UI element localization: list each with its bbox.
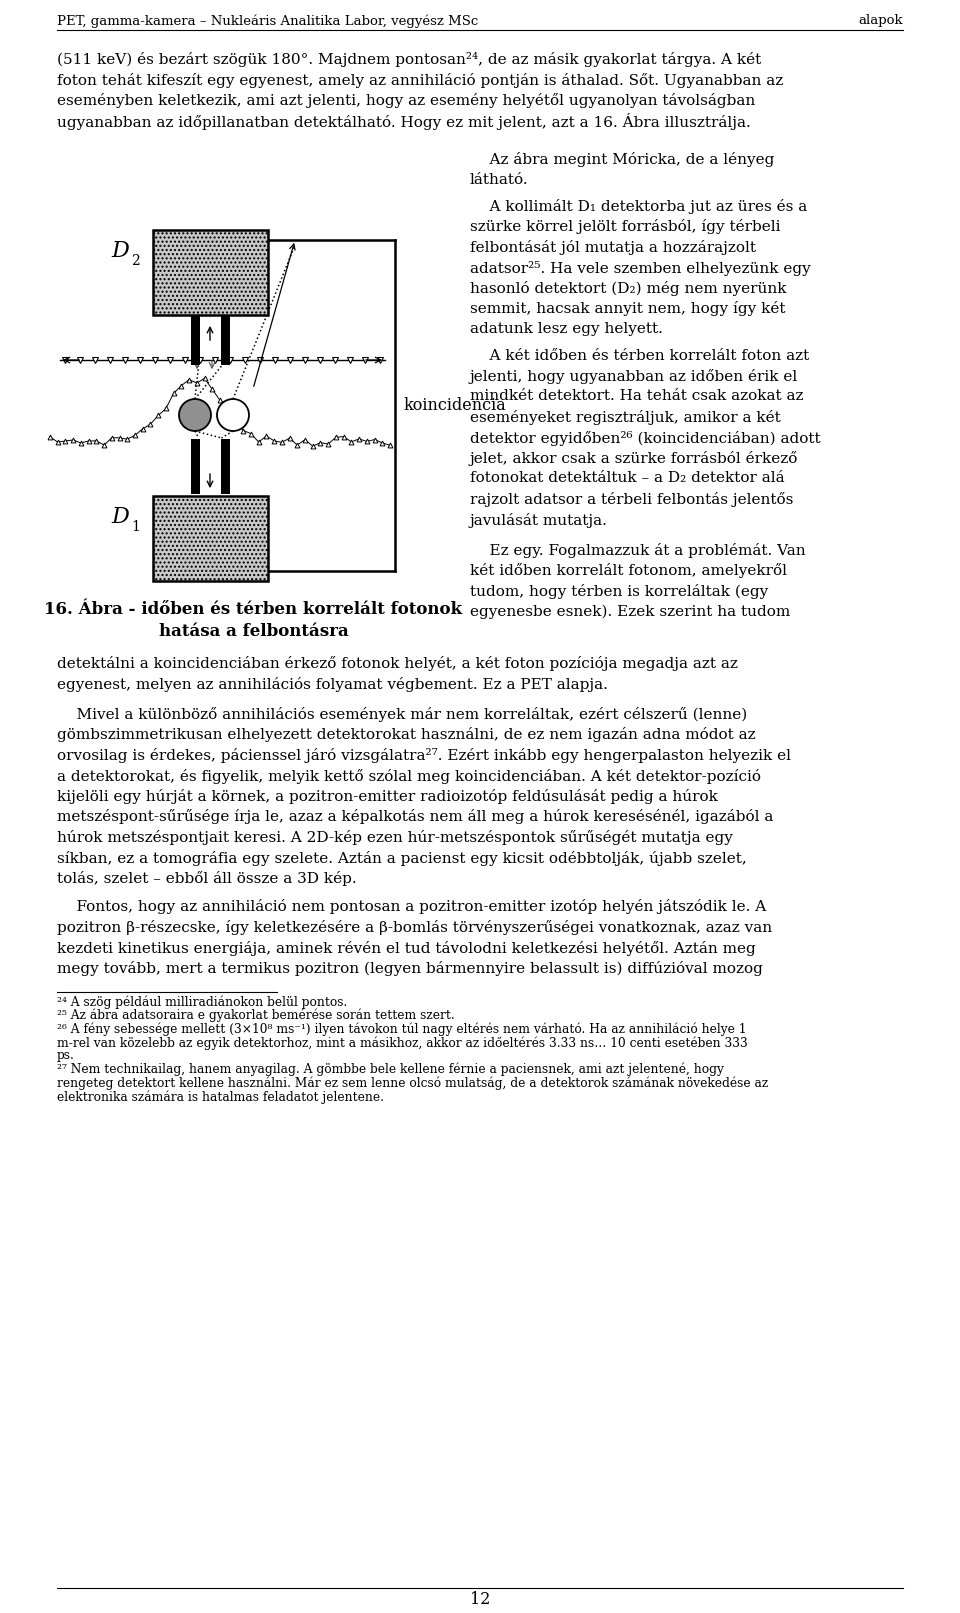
Text: tolás, szelet – ebből áll össze a 3D kép.: tolás, szelet – ebből áll össze a 3D kép… xyxy=(57,871,356,886)
Text: kezdeti kinetikus energiája, aminek révén el tud távolodni keletkezési helyétől.: kezdeti kinetikus energiája, aminek révé… xyxy=(57,940,756,955)
Bar xyxy=(153,497,268,581)
Text: 16. Ábra - időben és térben korrelált fotonok: 16. Ábra - időben és térben korrelált fo… xyxy=(44,602,463,618)
Text: ugyanabban az időpillanatban detektálható. Hogy ez mit jelent, azt a 16. Ábra il: ugyanabban az időpillanatban detektálhat… xyxy=(57,113,751,131)
Bar xyxy=(221,439,229,494)
Text: Fontos, hogy az annihiláció nem pontosan a pozitron-emitter izotóp helyén játszó: Fontos, hogy az annihiláció nem pontosan… xyxy=(57,900,766,915)
Text: m-rel van közelebb az egyik detektorhoz, mint a másikhoz, akkor az időeltérés 3.: m-rel van közelebb az egyik detektorhoz,… xyxy=(57,1036,748,1050)
Text: rengeteg detektort kellene használni. Már ez sem lenne olcsó mulatság, de a dete: rengeteg detektort kellene használni. Má… xyxy=(57,1076,768,1090)
Text: felbontását jól mutatja a hozzárajzolt: felbontását jól mutatja a hozzárajzolt xyxy=(470,240,756,255)
Text: eseményben keletkezik, ami azt jelenti, hogy az esemény helyétől ugyanolyan távo: eseményben keletkezik, ami azt jelenti, … xyxy=(57,94,756,108)
Text: D: D xyxy=(111,240,129,261)
Text: egyenesbe esnek). Ezek szerint ha tudom: egyenesbe esnek). Ezek szerint ha tudom xyxy=(470,605,790,619)
Text: Mivel a különböző annihilációs események már nem korreláltak, ezért célszerű (le: Mivel a különböző annihilációs események… xyxy=(57,706,747,723)
Bar xyxy=(190,315,200,365)
Text: 12: 12 xyxy=(469,1590,491,1608)
Text: semmit, hacsak annyit nem, hogy így két: semmit, hacsak annyit nem, hogy így két xyxy=(470,302,785,316)
Circle shape xyxy=(217,398,249,431)
Text: (511 keV) és bezárt szögük 180°. Majdnem pontosan²⁴, de az másik gyakorlat tárgy: (511 keV) és bezárt szögük 180°. Majdnem… xyxy=(57,52,761,68)
Text: eseményeket regisztráljuk, amikor a két: eseményeket regisztráljuk, amikor a két xyxy=(470,410,780,424)
Text: ps.: ps. xyxy=(57,1050,75,1063)
Text: 1: 1 xyxy=(131,519,140,534)
Text: két időben korrelált fotonom, amelyekről: két időben korrelált fotonom, amelyekről xyxy=(470,563,787,579)
Text: síkban, ez a tomográfia egy szelete. Aztán a pacienst egy kicsit odébbtolják, új: síkban, ez a tomográfia egy szelete. Azt… xyxy=(57,850,747,866)
Bar xyxy=(153,231,268,315)
Text: ²⁶ A fény sebessége mellett (3×10⁸ ms⁻¹) ilyen távokon túl nagy eltérés nem várh: ²⁶ A fény sebessége mellett (3×10⁸ ms⁻¹)… xyxy=(57,1023,747,1036)
Text: ²⁵ Az ábra adatsoraira e gyakorlat bemérése során tettem szert.: ²⁵ Az ábra adatsoraira e gyakorlat bemér… xyxy=(57,1010,455,1023)
Circle shape xyxy=(179,398,211,431)
Text: detektor egyidőben²⁶ (koincidenciában) adott: detektor egyidőben²⁶ (koincidenciában) a… xyxy=(470,431,821,445)
Text: gömbszimmetrikusan elhelyezett detektorokat használni, de ez nem igazán adna mód: gömbszimmetrikusan elhelyezett detektoro… xyxy=(57,727,756,742)
Text: hatása a felbontásra: hatása a felbontásra xyxy=(158,623,348,640)
Text: A két időben és térben korrelált foton azt: A két időben és térben korrelált foton a… xyxy=(470,348,809,363)
Text: kijelöli egy húrját a körnek, a pozitron-emitter radioizotóp feldúsulását pedig : kijelöli egy húrját a körnek, a pozitron… xyxy=(57,789,718,803)
Text: Ez egy. Fogalmazzuk át a problémát. Van: Ez egy. Fogalmazzuk át a problémát. Van xyxy=(470,544,805,558)
Bar xyxy=(221,315,229,365)
Text: alapok: alapok xyxy=(858,15,903,27)
Text: jelet, akkor csak a szürke forrásból érkező: jelet, akkor csak a szürke forrásból érk… xyxy=(470,452,799,466)
Text: megy tovább, mert a termikus pozitron (legyen bármennyire belassult is) diffúzió: megy tovább, mert a termikus pozitron (l… xyxy=(57,961,763,976)
Text: D: D xyxy=(111,506,129,527)
Text: A kollimált D₁ detektorba jut az üres és a: A kollimált D₁ detektorba jut az üres és… xyxy=(470,198,807,215)
Text: a detektorokat, és figyelik, melyik kettő szólal meg koincidenciában. A két dete: a detektorokat, és figyelik, melyik kett… xyxy=(57,768,761,784)
Text: fotonokat detektáltuk – a D₂ detektor alá: fotonokat detektáltuk – a D₂ detektor al… xyxy=(470,471,784,486)
Text: elektronika számára is hatalmas feladatot jelentene.: elektronika számára is hatalmas feladato… xyxy=(57,1090,384,1103)
Text: tudom, hogy térben is korreláltak (egy: tudom, hogy térben is korreláltak (egy xyxy=(470,584,768,598)
Text: hasonló detektort (D₂) még nem nyerünk: hasonló detektort (D₂) még nem nyerünk xyxy=(470,281,786,297)
Text: 2: 2 xyxy=(131,253,140,268)
Text: detektálni a koincidenciában érkező fotonok helyét, a két foton pozíciója megadj: detektálni a koincidenciában érkező foto… xyxy=(57,656,738,671)
Text: adatsor²⁵. Ha vele szemben elhelyezünk egy: adatsor²⁵. Ha vele szemben elhelyezünk e… xyxy=(470,261,811,276)
Text: látható.: látható. xyxy=(470,173,529,187)
Text: javulását mutatja.: javulását mutatja. xyxy=(470,513,608,527)
Text: adatunk lesz egy helyett.: adatunk lesz egy helyett. xyxy=(470,323,662,336)
Text: foton tehát kifeszít egy egyenest, amely az annihiláció pontján is áthalad. Sőt.: foton tehát kifeszít egy egyenest, amely… xyxy=(57,73,783,87)
Text: Az ábra megint Móricka, de a lényeg: Az ábra megint Móricka, de a lényeg xyxy=(470,152,775,168)
Text: jelenti, hogy ugyanabban az időben érik el: jelenti, hogy ugyanabban az időben érik … xyxy=(470,369,799,384)
Text: szürke körrel jelölt forrásból, így térbeli: szürke körrel jelölt forrásból, így térb… xyxy=(470,219,780,234)
Text: egyenest, melyen az annihilációs folyamat végbement. Ez a PET alapja.: egyenest, melyen az annihilációs folyama… xyxy=(57,676,608,692)
Text: húrok metszéspontjait keresi. A 2D-kép ezen húr-metszéspontok sűrűségét mutatja : húrok metszéspontjait keresi. A 2D-kép e… xyxy=(57,831,732,845)
Text: mindkét detektort. Ha tehát csak azokat az: mindkét detektort. Ha tehát csak azokat … xyxy=(470,389,804,403)
Text: pozitron β-részecske, így keletkezésére a β-bomlás törvényszerűségei vonatkoznak: pozitron β-részecske, így keletkezésére … xyxy=(57,919,772,936)
Text: PET, gamma-kamera – Nukleáris Analitika Labor, vegyész MSc: PET, gamma-kamera – Nukleáris Analitika … xyxy=(57,15,478,27)
Text: ²⁷ Nem technikailag, hanem anyagilag. A gömbbe bele kellene férnie a paciensnek,: ²⁷ Nem technikailag, hanem anyagilag. A … xyxy=(57,1063,724,1076)
Text: metszéspont-sűrűsége írja le, azaz a képalkotás nem áll meg a húrok keresésénél,: metszéspont-sűrűsége írja le, azaz a kép… xyxy=(57,810,774,824)
Text: koincidencia: koincidencia xyxy=(403,397,506,415)
Text: ²⁴ A szög például milliradiánokon belül pontos.: ²⁴ A szög például milliradiánokon belül … xyxy=(57,995,348,1010)
Text: rajzolt adatsor a térbeli felbontás jelentős: rajzolt adatsor a térbeli felbontás jele… xyxy=(470,492,793,506)
Text: orvosilag is érdekes, pácienssel járó vizsgálatra²⁷. Ezért inkább egy hengerpala: orvosilag is érdekes, pácienssel járó vi… xyxy=(57,748,791,763)
Bar xyxy=(190,439,200,494)
